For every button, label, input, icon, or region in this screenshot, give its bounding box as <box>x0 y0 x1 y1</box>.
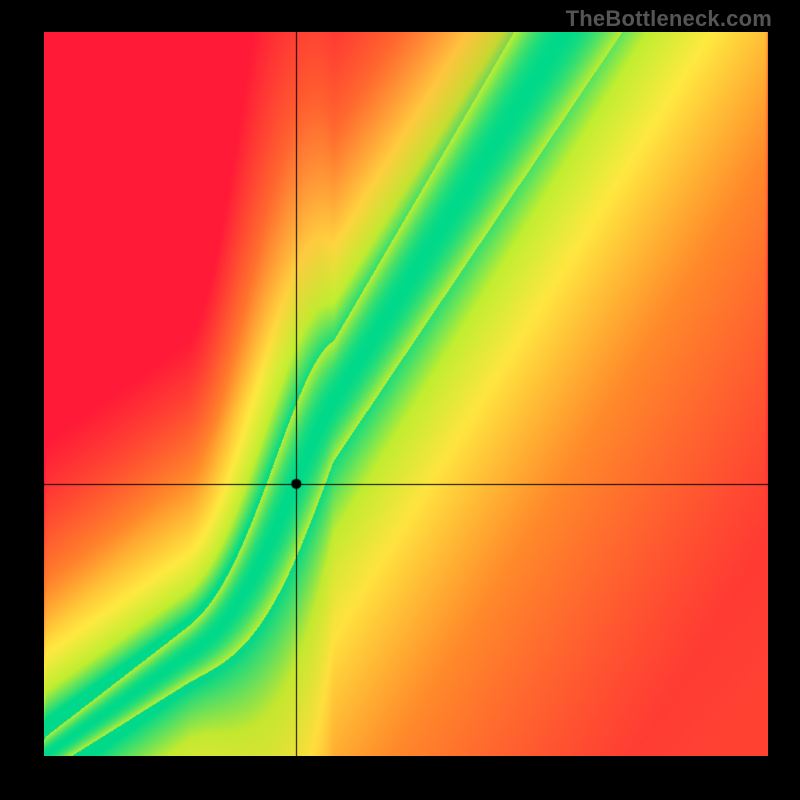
chart-container: TheBottleneck.com <box>0 0 800 800</box>
bottleneck-heatmap <box>44 32 768 756</box>
attribution-text: TheBottleneck.com <box>566 6 772 32</box>
